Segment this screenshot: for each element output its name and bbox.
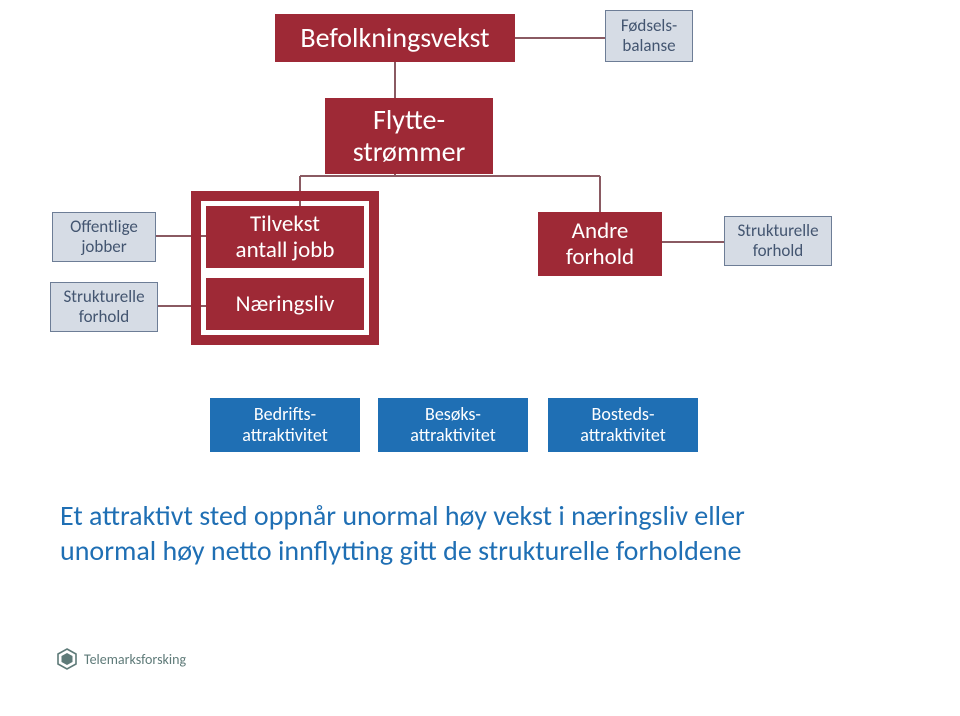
label: Andre forhold: [566, 218, 634, 271]
caption-line1: Et attraktivt sted oppnår unormal høy ve…: [60, 498, 745, 533]
box-befolkningsvekst: Befolkningsvekst: [275, 14, 515, 62]
box-besoksattraktivitet: Besøks- attraktivitet: [378, 398, 528, 452]
box-andre-forhold: Andre forhold: [538, 212, 662, 276]
logo-text: Telemarksforsking: [84, 651, 186, 668]
caption-line2: unormal høy netto innflytting gitt de st…: [60, 533, 745, 568]
box-tilvekst: Tilvekst antall jobb: [206, 206, 364, 268]
box-fodselsbalanse: Fødsels- balanse: [605, 10, 693, 62]
caption-text: Et attraktivt sted oppnår unormal høy ve…: [60, 498, 745, 568]
label: Fødsels- balanse: [621, 16, 677, 55]
box-strukturelle-left: Strukturelle forhold: [50, 282, 158, 332]
box-bedriftsattraktivitet: Bedrifts- attraktivitet: [210, 398, 360, 452]
label: Tilvekst antall jobb: [236, 211, 335, 264]
label: Næringsliv: [236, 291, 335, 317]
label: Befolkningsvekst: [300, 22, 489, 54]
logo-icon: [56, 648, 78, 670]
label: Besøks- attraktivitet: [410, 404, 496, 445]
label: Strukturelle forhold: [737, 221, 818, 260]
label: Offentlige jobber: [70, 217, 138, 256]
label: Bosteds- attraktivitet: [580, 404, 666, 445]
box-offentlige-jobber: Offentlige jobber: [52, 212, 156, 262]
box-naeringsliv: Næringsliv: [206, 278, 364, 330]
box-strukturelle-right: Strukturelle forhold: [724, 216, 832, 266]
label: Bedrifts- attraktivitet: [242, 404, 328, 445]
diagram-canvas: Befolkningsvekst Fødsels- balanse Flytte…: [0, 0, 960, 716]
box-flyttestrommer: Flytte- strømmer: [325, 98, 493, 174]
label: Strukturelle forhold: [63, 287, 144, 326]
logo: Telemarksforsking: [56, 648, 186, 670]
box-bostedsattraktivitet: Bosteds- attraktivitet: [548, 398, 698, 452]
label: Flytte- strømmer: [353, 104, 466, 168]
